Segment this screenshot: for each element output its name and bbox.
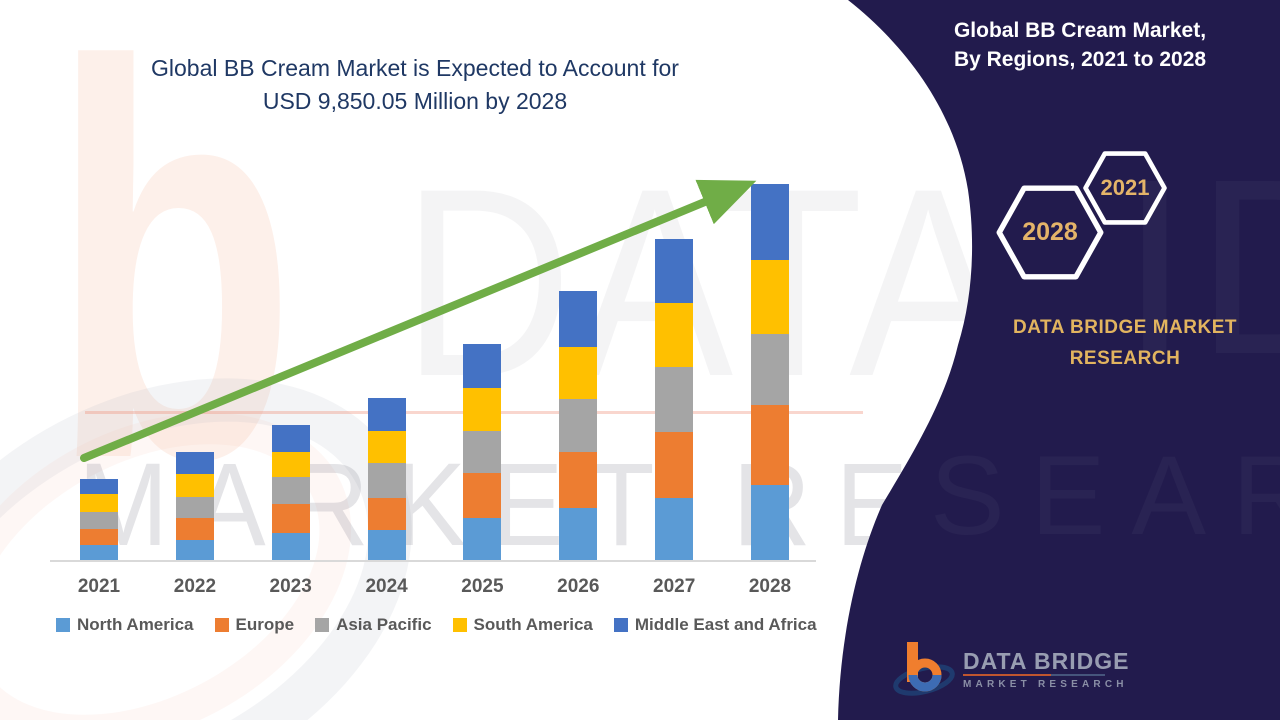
- bar-segment-asia-pacific: [80, 512, 118, 529]
- bar-segment-middle-east-and-africa: [751, 184, 789, 260]
- legend-swatch-icon: [613, 618, 628, 632]
- logo-title: DATA BRIDGE: [963, 647, 1130, 674]
- legend-item: Middle East and Africa: [613, 615, 817, 635]
- legend-swatch-icon: [214, 618, 229, 632]
- bar-segment-europe: [271, 504, 310, 533]
- bar-segment-middle-east-and-africa: [271, 425, 310, 452]
- bar-segment-middle-east-and-africa: [463, 344, 502, 388]
- legend-label: Asia Pacific: [336, 615, 432, 634]
- bar-segment-north-america: [559, 508, 598, 560]
- bar-segment-middle-east-and-africa: [559, 291, 598, 347]
- hexagon-outline-icon: [1083, 151, 1167, 225]
- bar-segment-south-america: [80, 494, 118, 512]
- legend-item: North America: [56, 615, 194, 635]
- x-axis-label: 2026: [557, 576, 600, 597]
- x-axis-label: 2028: [748, 576, 792, 597]
- panel-brand-text: DATA BRIDGE MARKET RESEARCH: [1013, 317, 1237, 369]
- bar-segment-europe: [559, 452, 598, 508]
- bar-segment-north-america: [80, 545, 118, 560]
- bar-segment-middle-east-and-africa: [80, 479, 118, 494]
- bar-segment-asia-pacific: [367, 463, 406, 498]
- bar-segment-north-america: [175, 540, 214, 560]
- bar-segment-south-america: [367, 431, 406, 463]
- bar-segment-middle-east-and-africa: [655, 239, 694, 303]
- bar-segment-asia-pacific: [751, 334, 789, 405]
- legend-label: South America: [473, 615, 593, 634]
- hexagon-year-label: 2021: [1100, 175, 1150, 200]
- x-axis-label: 2021: [77, 576, 121, 597]
- bar-segment-south-america: [463, 388, 502, 431]
- logo-text-block: DATA BRIDGE MARKET RESEARCH: [963, 649, 1129, 690]
- logo-underline: [963, 673, 1105, 676]
- chart-legend: North America Europe Asia Pacific South Ame…: [56, 615, 846, 635]
- hexagon-year-2028: 2028: [996, 184, 1104, 281]
- bar-segment-asia-pacific: [271, 477, 310, 504]
- bar-segment-south-america: [655, 303, 694, 367]
- logo-subtitle: MARKET RESEARCH: [963, 678, 1128, 690]
- x-axis-label: 2027: [653, 576, 696, 597]
- bar-segment-middle-east-and-africa: [367, 398, 406, 431]
- x-axis-label: 2024: [365, 576, 408, 597]
- bar-segment-middle-east-and-africa: [175, 452, 214, 474]
- panel-title-line2: By Regions, 2021 to 2028: [953, 48, 1207, 71]
- bar-segment-asia-pacific: [463, 431, 502, 473]
- bar-segment-europe: [80, 529, 118, 545]
- legend-label: Middle East and Africa: [634, 615, 817, 634]
- hexagon-year-2021: 2021: [1083, 150, 1167, 226]
- chart-title-line2: USD 9,850.05 Million by 2028: [262, 88, 568, 114]
- hexagon-year-label: 2028: [1022, 218, 1078, 246]
- bar-segment-europe: [463, 473, 502, 518]
- bar-segment-north-america: [367, 530, 406, 560]
- x-axis-line: [50, 560, 816, 562]
- legend-item: Asia Pacific: [315, 615, 432, 635]
- bar-segment-north-america: [751, 485, 789, 560]
- legend-swatch-icon: [56, 618, 70, 632]
- panel-title-line1: Global BB Cream Market,: [953, 19, 1207, 42]
- hexagon-outline-icon: [996, 185, 1104, 280]
- bar-segment-asia-pacific: [559, 399, 598, 452]
- bar-segment-north-america: [463, 518, 502, 560]
- bar-segment-europe: [751, 405, 789, 485]
- legend-label: Europe: [235, 615, 295, 634]
- bar-segment-north-america: [655, 498, 694, 560]
- chart-title: Global BB Cream Market is Expected to Ac…: [85, 52, 745, 118]
- bar-segment-europe: [655, 432, 694, 498]
- bar-segment-south-america: [271, 452, 310, 477]
- x-axis-label: 2025: [461, 576, 504, 597]
- legend-swatch-icon: [452, 618, 467, 632]
- bar-segment-south-america: [751, 260, 789, 334]
- data-bridge-logo: DATA BRIDGE MARKET RESEARCH: [893, 638, 1129, 700]
- data-bridge-b-icon: [893, 642, 955, 696]
- bar-segment-europe: [367, 498, 406, 530]
- panel-title: Global BB Cream Market, By Regions, 2021…: [940, 16, 1220, 74]
- chart-title-line1: Global BB Cream Market is Expected to Ac…: [151, 55, 679, 81]
- bar-segment-south-america: [559, 347, 598, 399]
- bar-segment-europe: [175, 518, 214, 540]
- bar-segment-asia-pacific: [175, 497, 214, 518]
- legend-item: Europe: [214, 615, 295, 635]
- legend-item: South America: [452, 615, 593, 635]
- bar-segment-north-america: [271, 533, 310, 560]
- bar-segment-asia-pacific: [655, 367, 694, 432]
- bar-segment-south-america: [175, 474, 214, 497]
- legend-label: North America: [77, 615, 194, 634]
- x-axis-label: 2023: [269, 576, 312, 597]
- legend-swatch-icon: [315, 618, 330, 632]
- x-axis-label: 2022: [173, 576, 217, 597]
